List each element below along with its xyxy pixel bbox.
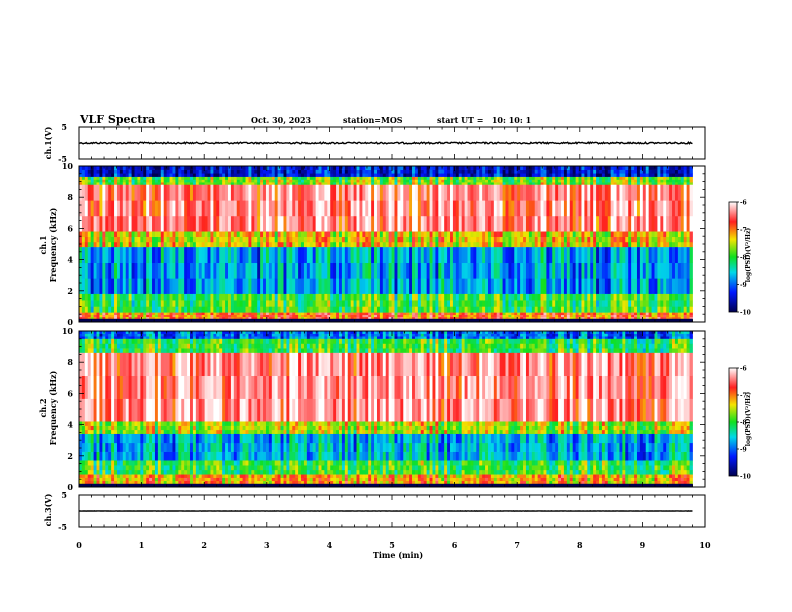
x-tick-label: 6 [452, 540, 458, 550]
x-tick-label: 5 [389, 540, 395, 550]
ch2-spec-ytick-label: 4 [67, 420, 73, 430]
x-axis-label: Time (min) [373, 550, 423, 560]
x-tick-label: 3 [264, 540, 270, 550]
cb1-tick-label: -8 [740, 255, 747, 262]
x-tick-label: 4 [327, 540, 333, 550]
ch2-spec-ytick-label: 8 [67, 357, 73, 367]
ch1-spec-ytick-label: 6 [67, 223, 73, 233]
x-tick-label: 0 [76, 540, 82, 550]
x-tick-label: 9 [640, 540, 646, 550]
ch1-spectrogram-channel-label: ch.1 [38, 235, 48, 254]
cb1-scale [728, 201, 738, 313]
ch2-spec-ytick-label: 2 [67, 451, 73, 461]
cb1-tick-label: -6 [740, 200, 747, 207]
ch1-spectrogram-ylabel: Frequency (kHz) [48, 207, 58, 282]
cb1-tick-label: -10 [740, 310, 751, 317]
cb2-tick-label: -9 [740, 447, 747, 454]
ch1-wave-ytick-label: 5 [61, 122, 67, 132]
ch2-spectrogram-channel-label: ch.2 [38, 398, 48, 417]
ch1-colorbar-label: log(PSD)(V²/Hz) [745, 228, 752, 283]
ch3-waveform-panel: 5 -5 [58, 490, 706, 532]
ch1-spec-ytick-label: 4 [67, 255, 73, 265]
ch1-waveform-panel: 5 -5 [58, 122, 706, 164]
ch2-spec-ytick-label: 0 [67, 482, 73, 492]
ch2-colorbar-label: log(PSD)(V²/Hz) [745, 392, 752, 447]
ch2-spec-ytick-label: 6 [67, 388, 73, 398]
ch1-spec-ytick-label: 10 [62, 161, 74, 171]
ch1-waveform-ylabel: ch.1(V) [43, 126, 53, 159]
ch1-spec-ytick-label: 2 [67, 286, 73, 296]
cb2-tick-label: -8 [740, 420, 747, 427]
ch1-colorbar: -6 -7 -8 -9 -10 [728, 200, 751, 317]
ch1-spec-ytick-label: 0 [67, 317, 73, 327]
ch2-spectrogram-panel: 0 2 4 6 8 10 [62, 326, 706, 492]
cb1-tick-label: -9 [740, 282, 747, 289]
cb2-tick-label: -6 [740, 366, 747, 373]
figure-date: Oct. 30, 2023 [251, 115, 312, 125]
ch1-spec-ytick-label: 8 [67, 192, 73, 202]
cb1-tick-label: -7 [740, 227, 747, 234]
figure-start-time: start UT = 10: 10: 1 [437, 115, 531, 125]
x-tick-label: 10 [699, 540, 711, 550]
ch1-wave-ytick-label: -5 [58, 154, 67, 164]
ch1-wave-trace [78, 140, 693, 145]
figure-station: station=MOS [343, 115, 403, 125]
ch1-spectrogram-panel: 0 2 4 6 8 10 [62, 161, 706, 327]
ch3-wave-ytick-label: 5 [61, 490, 67, 500]
x-tick-label: 1 [139, 540, 145, 550]
ch1-spec-image [79, 166, 693, 323]
ch2-colorbar: -6 -7 -8 -9 -10 [728, 366, 751, 481]
ch2-spectrogram-ylabel: Frequency (kHz) [48, 370, 58, 445]
cb2-tick-label: -7 [740, 393, 747, 400]
ch3-waveform-ylabel: ch.3(V) [43, 493, 53, 526]
ch2-spec-image [79, 331, 693, 488]
ch3-wave-ytick-label: -5 [58, 522, 67, 532]
cb2-scale [728, 367, 738, 477]
x-tick-label: 2 [201, 540, 207, 550]
x-tick-label: 7 [514, 540, 520, 550]
ch2-spec-ytick-label: 10 [62, 326, 74, 336]
figure-title: VLF Spectra [79, 113, 155, 126]
x-tick-label: 8 [577, 540, 583, 550]
x-axis-ticks: 0 1 2 3 4 5 6 7 8 9 10 [76, 540, 711, 550]
cb2-tick-label: -10 [740, 474, 751, 481]
